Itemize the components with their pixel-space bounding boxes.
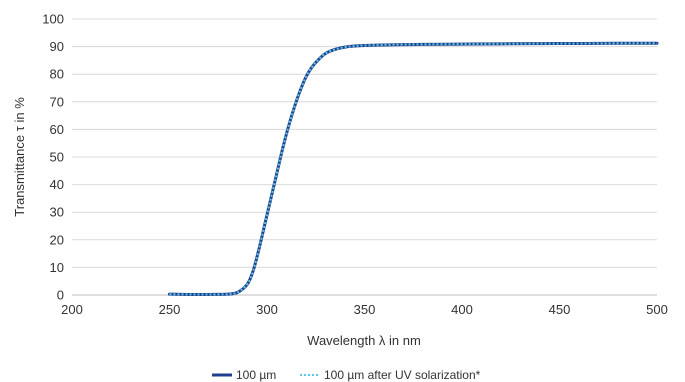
y-tick-label: 30 [50,205,64,220]
y-tick-label: 0 [57,288,64,303]
series-line-after-uv [169,42,658,296]
y-tick-label: 100 [42,12,64,27]
legend: 100 µm 100 µm after UV solarization* [212,368,481,382]
legend-label-100um: 100 µm [236,368,276,382]
y-tick-label: 10 [50,260,64,275]
y-tick-label: 60 [50,122,64,137]
y-tick-label: 80 [50,67,64,82]
y-tick-label: 20 [50,232,64,247]
y-axis-ticks: 0 10 20 30 40 50 60 70 80 90 100 [42,12,64,303]
x-axis-title: Wavelength λ in nm [307,333,421,348]
y-tick-label: 90 [50,39,64,54]
gridlines [72,18,657,268]
x-tick-label: 400 [451,302,473,317]
series-line-100um [168,41,659,296]
y-axis-title: Transmittance τ in % [12,97,27,217]
y-tick-label: 70 [50,94,64,109]
x-tick-label: 300 [256,302,278,317]
series-layer [168,41,659,296]
y-tick-label: 50 [50,150,64,165]
x-axis-ticks: 200 250 300 350 400 450 500 [61,302,668,317]
x-tick-label: 500 [646,302,668,317]
x-tick-label: 200 [61,302,83,317]
x-tick-label: 250 [159,302,181,317]
y-tick-label: 40 [50,177,64,192]
legend-label-after-uv: 100 µm after UV solarization* [324,368,481,382]
x-tick-label: 350 [354,302,376,317]
x-tick-label: 450 [549,302,571,317]
